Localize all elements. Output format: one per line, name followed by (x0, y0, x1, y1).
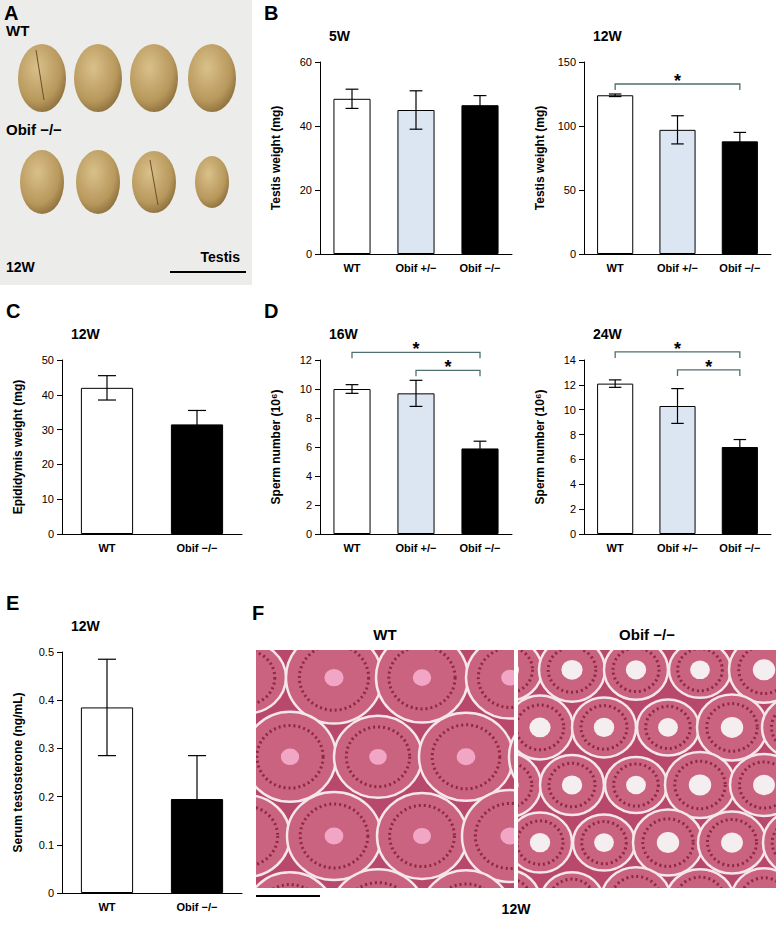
svg-text:WT: WT (343, 542, 360, 554)
svg-text:12W: 12W (502, 901, 532, 917)
html-text:D: D (264, 300, 279, 322)
svg-text:14: 14 (564, 354, 576, 366)
svg-text:12W: 12W (71, 326, 101, 342)
svg-text:0: 0 (570, 248, 576, 260)
svg-text:0.2: 0.2 (39, 791, 54, 803)
svg-text:0.4: 0.4 (39, 694, 54, 706)
svg-text:4: 4 (306, 470, 312, 482)
svg-text:Obif −/−: Obif −/− (177, 542, 218, 554)
svg-text:Obif −/−: Obif −/− (619, 626, 675, 643)
svg-text:0.1: 0.1 (39, 839, 54, 851)
html-text:B: B (264, 2, 279, 24)
svg-text:100: 100 (558, 120, 576, 132)
svg-text:0: 0 (48, 887, 54, 899)
svg-text:Obif −/−: Obif −/− (460, 262, 501, 274)
svg-text:Sperm number (10⁶): Sperm number (10⁶) (269, 390, 283, 505)
svg-text:Serum testosterone (ng/mL): Serum testosterone (ng/mL) (11, 692, 25, 852)
svg-text:Obif +/−: Obif +/− (396, 262, 437, 274)
svg-text:Testis weight (mg): Testis weight (mg) (269, 106, 283, 210)
svg-text:*: * (705, 357, 712, 377)
svg-text:0: 0 (306, 528, 312, 540)
svg-text:*: * (444, 357, 451, 377)
svg-text:0: 0 (306, 248, 312, 260)
svg-text:*: * (674, 339, 681, 359)
svg-text:*: * (412, 339, 419, 359)
svg-text:50: 50 (42, 354, 54, 366)
svg-text:12W: 12W (71, 618, 101, 634)
svg-text:Testis: Testis (201, 249, 241, 265)
svg-text:60: 60 (300, 56, 312, 68)
svg-text:5W: 5W (329, 28, 351, 44)
svg-text:0: 0 (48, 528, 54, 540)
svg-text:10: 10 (564, 404, 576, 416)
svg-text:2: 2 (570, 503, 576, 515)
svg-text:Obif −/−: Obif −/− (460, 542, 501, 554)
svg-text:8: 8 (570, 429, 576, 441)
svg-text:WT: WT (6, 22, 29, 39)
svg-text:16W: 16W (329, 326, 359, 342)
svg-text:8: 8 (306, 412, 312, 424)
svg-text:12W: 12W (593, 28, 623, 44)
svg-text:Testis weight (mg): Testis weight (mg) (533, 106, 547, 210)
svg-text:2: 2 (306, 499, 312, 511)
svg-text:10: 10 (300, 383, 312, 395)
svg-text:40: 40 (300, 120, 312, 132)
svg-text:*: * (674, 71, 681, 91)
svg-text:WT: WT (373, 626, 396, 643)
svg-text:150: 150 (558, 56, 576, 68)
svg-text:12: 12 (300, 354, 312, 366)
svg-text:20: 20 (42, 458, 54, 470)
svg-text:50: 50 (564, 184, 576, 196)
html-text:F: F (252, 602, 265, 624)
svg-text:Obif −/−: Obif −/− (719, 542, 760, 554)
svg-text:Epididymis weight (mg): Epididymis weight (mg) (11, 380, 25, 515)
svg-text:Sperm number (10⁶): Sperm number (10⁶) (533, 390, 547, 505)
svg-text:WT: WT (98, 542, 115, 554)
svg-text:Obif +/−: Obif +/− (657, 542, 698, 554)
svg-text:6: 6 (570, 453, 576, 465)
svg-text:6: 6 (306, 441, 312, 453)
svg-text:20: 20 (300, 184, 312, 196)
html-text:A: A (4, 2, 19, 24)
svg-text:Obif +/−: Obif +/− (657, 262, 698, 274)
svg-text:Obif +/−: Obif +/− (396, 542, 437, 554)
html-text:E: E (6, 592, 20, 614)
svg-text:12W: 12W (6, 259, 36, 275)
svg-text:4: 4 (570, 478, 576, 490)
svg-text:0.5: 0.5 (39, 646, 54, 658)
svg-text:WT: WT (607, 262, 624, 274)
svg-text:24W: 24W (593, 326, 623, 342)
svg-text:Obif −/−: Obif −/− (719, 262, 760, 274)
svg-text:WT: WT (607, 542, 624, 554)
svg-text:10: 10 (42, 493, 54, 505)
svg-text:40: 40 (42, 389, 54, 401)
svg-text:WT: WT (343, 262, 360, 274)
svg-text:12: 12 (564, 379, 576, 391)
svg-text:WT: WT (98, 901, 115, 913)
svg-text:Obif −/−: Obif −/− (6, 121, 62, 138)
svg-text:30: 30 (42, 424, 54, 436)
svg-text:0.3: 0.3 (39, 742, 54, 754)
html-text:C: C (6, 300, 21, 322)
svg-text:0: 0 (570, 528, 576, 540)
svg-text:Obif −/−: Obif −/− (177, 901, 218, 913)
